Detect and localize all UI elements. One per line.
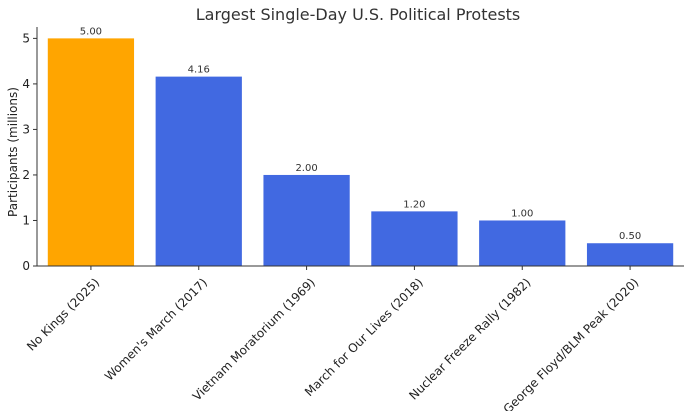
y-axis: 0 1 2 3 4 5 bbox=[22, 27, 38, 273]
x-tick-label-1: No Kings (2025) bbox=[24, 275, 102, 353]
y-tick-label-3: 3 bbox=[22, 122, 30, 136]
data-label-1: 5.00 bbox=[80, 26, 102, 37]
bar-1 bbox=[47, 38, 135, 266]
data-label-3: 2.00 bbox=[295, 163, 317, 174]
bar-3 bbox=[263, 174, 350, 266]
x-tick-label-3: Vietnam Moratorium (1969) bbox=[190, 275, 318, 403]
data-label-6: 0.50 bbox=[619, 231, 641, 242]
y-tick-label-0: 0 bbox=[22, 259, 30, 273]
data-labels-layer: 5.00 4.16 2.00 1.20 1.00 0.50 bbox=[80, 26, 641, 242]
y-axis-title: Participants (millions) bbox=[6, 87, 20, 217]
bar-5 bbox=[479, 220, 566, 266]
y-tick-label-5: 5 bbox=[22, 31, 30, 45]
x-tick-label-2: Women's March (2017) bbox=[102, 275, 210, 383]
x-axis: No Kings (2025) Women's March (2017)Vietn… bbox=[24, 265, 684, 411]
data-label-5: 1.00 bbox=[511, 208, 533, 219]
y-tick-label-1: 1 bbox=[22, 213, 30, 227]
bar-6 bbox=[586, 243, 674, 266]
bars-layer bbox=[47, 38, 674, 267]
data-label-2: 4.16 bbox=[188, 65, 210, 76]
y-tick-label-4: 4 bbox=[22, 77, 30, 91]
x-tick-label-5: Nuclear Freeze Rally (1982) bbox=[406, 275, 533, 402]
x-tick-label-4: March for Our Lives (2018) bbox=[302, 275, 426, 399]
chart-title: Largest Single-Day U.S. Political Protes… bbox=[196, 5, 521, 24]
bar-2 bbox=[155, 76, 242, 267]
data-label-4: 1.20 bbox=[403, 199, 425, 210]
y-tick-label-2: 2 bbox=[22, 168, 30, 182]
bar-4 bbox=[371, 211, 458, 266]
